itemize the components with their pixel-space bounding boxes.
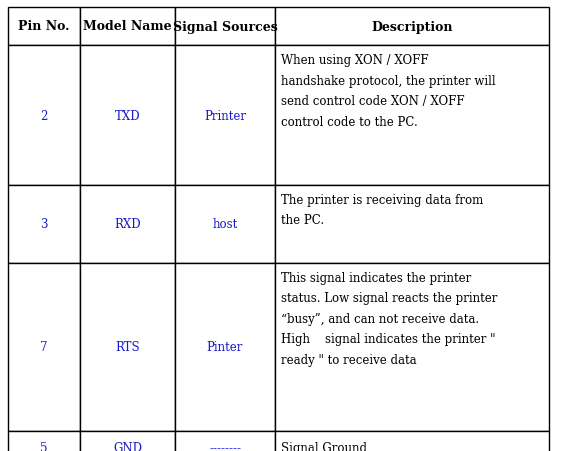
Bar (275, 263, 549, 431)
Bar (275, 186, 549, 263)
Bar (80, 8, 175, 46)
Text: --------: -------- (209, 442, 241, 451)
Bar (80, 263, 175, 431)
Text: 3: 3 (40, 218, 48, 231)
Bar (8, 46, 80, 186)
Text: TXD: TXD (115, 109, 140, 122)
Bar (175, 431, 275, 451)
Text: Pinter: Pinter (207, 341, 243, 354)
Bar (275, 431, 549, 451)
Bar (8, 186, 80, 263)
Text: This signal indicates the printer
status. Low signal reacts the printer
“busy”, : This signal indicates the printer status… (281, 272, 497, 366)
Text: Signal Ground: Signal Ground (281, 442, 367, 451)
Text: RTS: RTS (115, 341, 140, 354)
Text: When using XON / XOFF
handshake protocol, the printer will
send control code XON: When using XON / XOFF handshake protocol… (281, 54, 496, 128)
Bar (175, 263, 275, 431)
Bar (80, 186, 175, 263)
Text: Printer: Printer (204, 109, 246, 122)
Text: 5: 5 (40, 442, 48, 451)
Bar (80, 431, 175, 451)
Bar (8, 263, 80, 431)
Bar (275, 46, 549, 186)
Bar (175, 8, 275, 46)
Bar (8, 431, 80, 451)
Bar (8, 8, 80, 46)
Text: 2: 2 (40, 109, 48, 122)
Text: The printer is receiving data from
the PC.: The printer is receiving data from the P… (281, 193, 483, 227)
Text: RXD: RXD (114, 218, 141, 231)
Bar (80, 46, 175, 186)
Text: 7: 7 (40, 341, 48, 354)
Bar (175, 186, 275, 263)
Text: Pin No.: Pin No. (18, 20, 70, 33)
Text: Model Name: Model Name (83, 20, 172, 33)
Bar (275, 8, 549, 46)
Text: host: host (212, 218, 238, 231)
Text: GND: GND (113, 442, 142, 451)
Bar (175, 46, 275, 186)
Text: Description: Description (371, 20, 453, 33)
Text: Signal Sources: Signal Sources (173, 20, 278, 33)
